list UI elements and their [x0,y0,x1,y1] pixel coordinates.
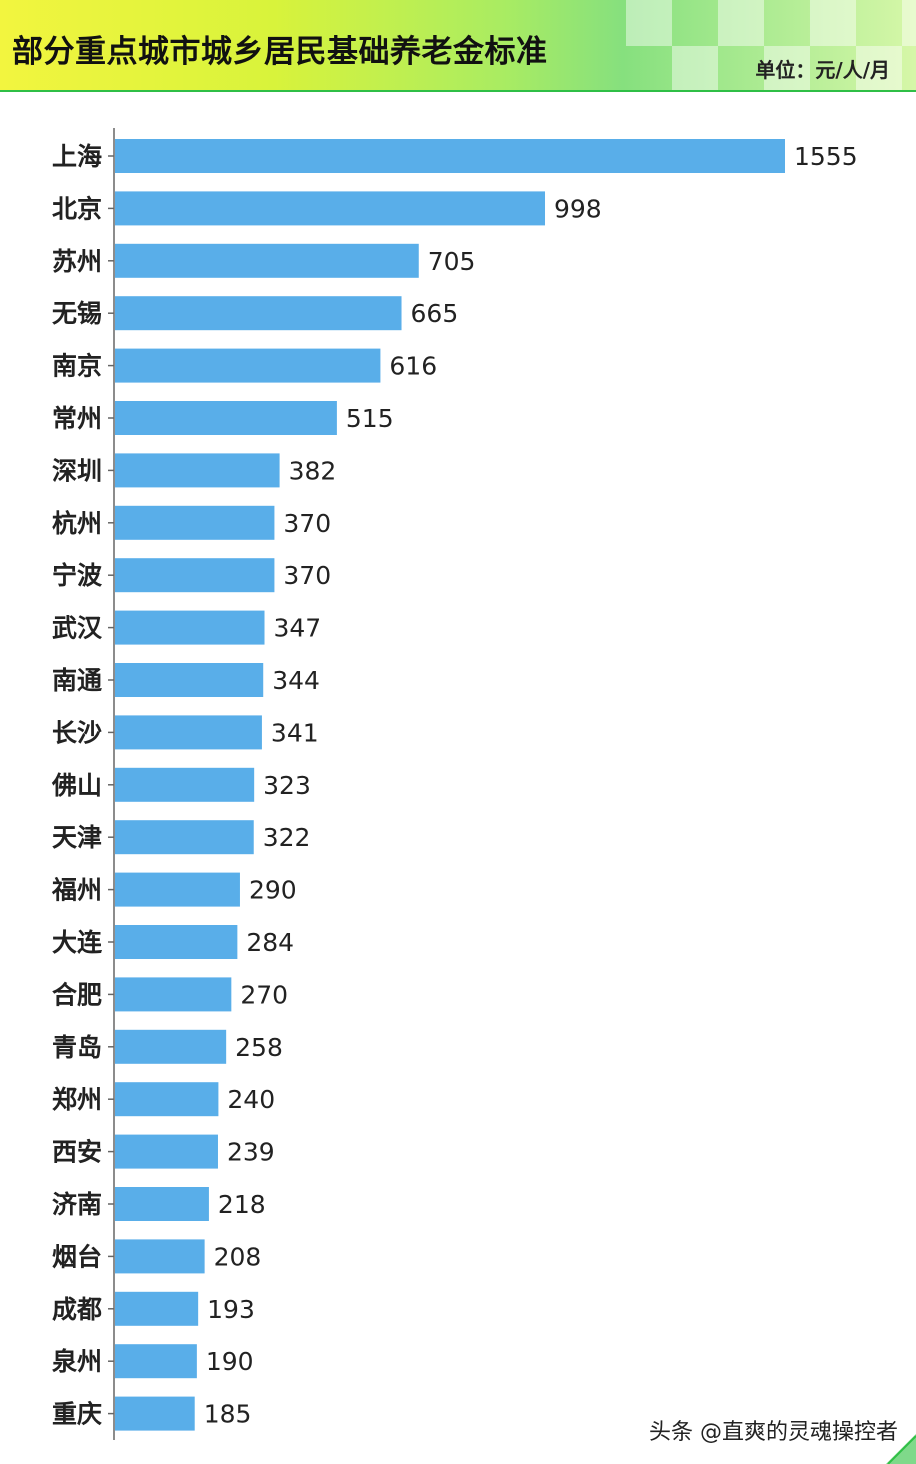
corner-fold-icon [886,1434,916,1464]
bar [115,767,255,802]
value-label: 515 [346,404,394,433]
category-label: 济南 [52,1190,102,1219]
checker-square [810,0,856,46]
bar [115,1187,209,1221]
value-label: 370 [283,509,331,538]
category-label: 合肥 [52,980,102,1009]
bar [115,610,265,645]
value-label: 258 [235,1033,283,1062]
value-label: 239 [227,1138,275,1167]
chart-header: 部分重点城市城乡居民基础养老金标准 单位：元/人/月 [0,0,916,92]
bar [115,191,546,226]
category-label: 北京 [52,194,102,223]
category-label: 武汉 [52,614,103,643]
category-label: 郑州 [52,1085,102,1114]
category-label: 上海 [52,142,102,171]
category-label: 南京 [52,352,102,381]
checker-square [626,0,672,46]
value-label: 190 [206,1347,254,1376]
bar [115,925,238,959]
chart-title: 部分重点城市城乡居民基础养老金标准 [12,34,548,70]
value-label: 341 [271,718,319,747]
bar [115,1396,195,1431]
bar [115,139,785,173]
bar [115,1239,205,1274]
checker-square [902,0,916,46]
unit-label: 单位：元/人/月 [755,58,890,82]
category-label: 重庆 [52,1400,102,1429]
category-label: 苏州 [52,247,102,276]
bar [115,1134,218,1169]
bar [115,1029,227,1064]
category-label: 长沙 [52,718,102,747]
value-label: 344 [272,666,320,695]
checker-square [672,46,718,92]
category-label: 青岛 [52,1033,102,1062]
value-label: 284 [246,928,294,957]
value-label: 270 [240,980,288,1009]
category-label: 福州 [51,876,102,905]
category-label: 泉州 [52,1347,102,1376]
category-label: 宁波 [52,561,103,590]
value-label: 322 [263,823,311,852]
bar [115,401,337,435]
bar [115,243,419,278]
bar-chart: 上海 1555 北京 998 苏州 705 无锡 665 南京 616 常州 515 深圳 382 杭州 37… [51,128,858,1440]
category-label: 西安 [52,1138,102,1167]
value-label: 665 [411,299,459,328]
value-label: 370 [283,561,331,590]
bar [115,715,262,750]
category-label: 杭州 [52,509,102,538]
header-divider [0,90,916,92]
value-label: 1555 [794,142,858,171]
category-label: 深圳 [52,456,102,485]
category-label: 成都 [52,1295,102,1324]
value-label: 240 [227,1085,275,1114]
category-label: 烟台 [52,1242,102,1271]
category-label: 南通 [52,666,102,695]
checker-square [718,0,764,46]
watermark: 头条 @直爽的灵魂操控者 [649,1420,898,1445]
checker-square [856,46,902,92]
bar [115,977,232,1012]
bar [115,663,264,697]
bar [115,820,254,855]
value-label: 616 [389,352,437,381]
bar [115,453,280,488]
bar [115,296,402,331]
bar [115,1344,197,1379]
bar [115,505,275,540]
value-label: 218 [218,1190,266,1219]
value-label: 382 [289,456,337,485]
value-label: 347 [274,614,322,643]
category-label: 无锡 [52,299,102,328]
bar [115,872,240,907]
category-label: 常州 [52,404,102,433]
checker-square [764,46,810,92]
value-label: 705 [428,247,476,276]
bar [115,348,381,383]
bar [115,1082,219,1117]
bar [115,1291,199,1326]
category-label: 大连 [52,928,103,957]
value-label: 323 [263,771,311,800]
value-label: 208 [214,1242,262,1271]
bar [115,558,275,593]
category-label: 天津 [52,823,102,852]
value-label: 185 [204,1400,252,1429]
value-label: 290 [249,876,297,905]
checker-pattern [626,0,916,92]
value-label: 193 [207,1295,255,1324]
value-label: 998 [554,194,602,223]
category-label: 佛山 [51,771,102,800]
